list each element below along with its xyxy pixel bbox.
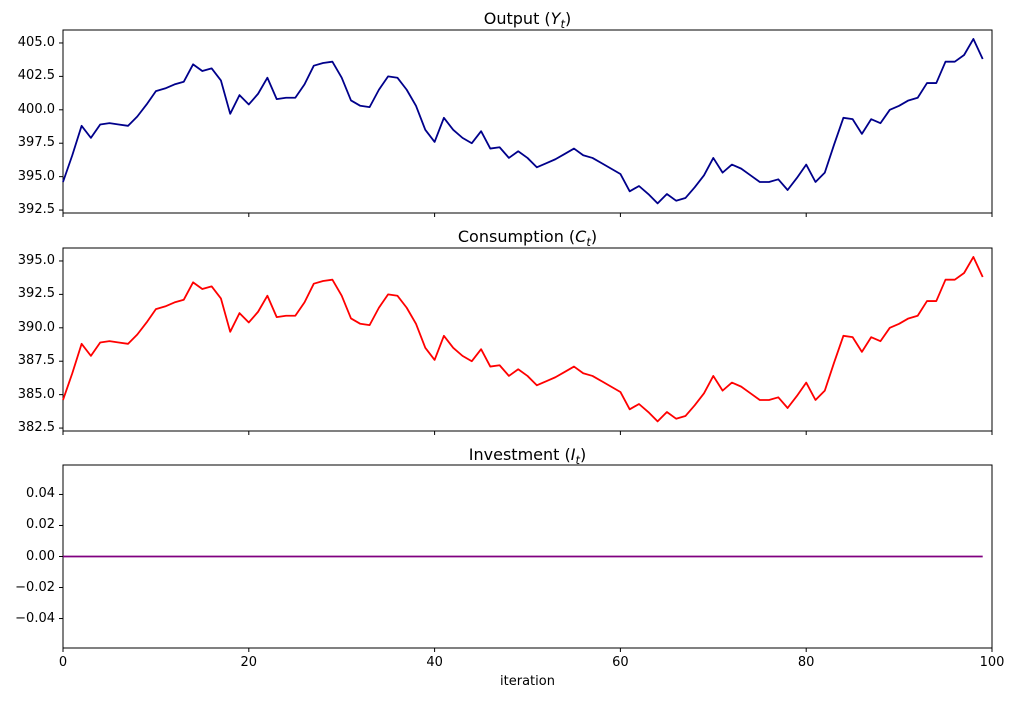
title-text: Consumption (: [457, 227, 576, 246]
title-text: ): [564, 9, 572, 28]
title-math-symbol: Y: [550, 9, 561, 28]
x-tick-label: 100: [979, 655, 1005, 670]
y-tick-label: 387.5: [17, 353, 55, 369]
title-text: Investment (: [468, 445, 571, 464]
y-tick-label: 400.0: [17, 101, 55, 117]
title-math-subscript: t: [560, 17, 565, 32]
y-tick-label: 382.5: [17, 420, 55, 436]
y-tick-label: 0.00: [26, 548, 55, 564]
chart-title-investment: Investment (It): [63, 445, 992, 470]
y-tick-label: 402.5: [17, 68, 55, 84]
title-text: Output (: [483, 9, 551, 28]
y-tick-label: 395.0: [17, 252, 55, 268]
output-line: [62, 38, 984, 205]
x-tick-label: 60: [612, 655, 629, 670]
y-tick-label: 397.5: [17, 135, 55, 151]
y-tick-label: 0.02: [26, 517, 55, 533]
y-tick-label: 0.04: [26, 486, 55, 502]
y-tick-label: 392.5: [17, 202, 55, 218]
axes-box: [62, 247, 993, 432]
x-tick-label: 80: [797, 655, 815, 670]
y-tick-label: −0.04: [15, 610, 55, 626]
title-text: ): [579, 445, 587, 464]
chart-title-output: Output (Yt): [63, 9, 992, 34]
x-tick-label: 0: [58, 655, 68, 670]
y-tick-label: 390.0: [17, 319, 55, 335]
chart-title-consumption: Consumption (Ct): [63, 227, 992, 252]
title-math-symbol: C: [575, 227, 587, 246]
axes-box: [62, 29, 993, 214]
y-tick-label: 392.5: [17, 286, 55, 302]
x-tick-label: 40: [426, 655, 443, 670]
y-tick-label: −0.02: [15, 579, 55, 595]
title-math-symbol: I: [570, 445, 576, 464]
title-math-subscript: t: [575, 453, 580, 468]
x-tick-label: 20: [240, 655, 258, 670]
y-tick-label: 385.0: [17, 386, 55, 402]
consumption-line: [62, 256, 984, 423]
y-tick-label: 395.0: [17, 168, 55, 184]
x-axis-label: iteration: [500, 674, 555, 689]
title-text: ): [590, 227, 598, 246]
title-math-subscript: t: [586, 235, 591, 250]
y-tick-label: 405.0: [17, 34, 55, 50]
